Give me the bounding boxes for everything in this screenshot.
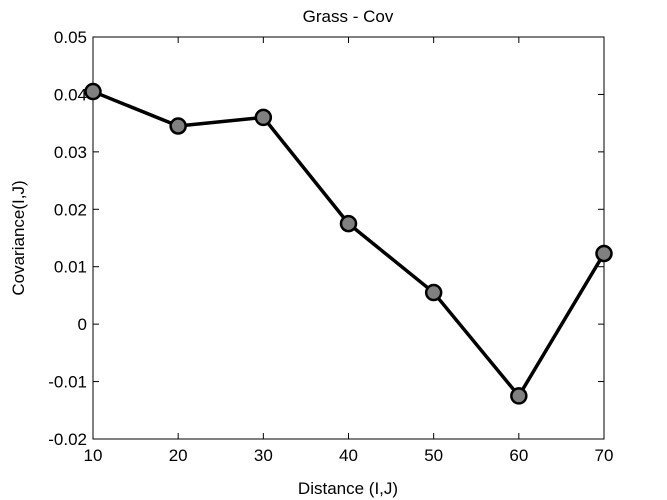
x-tick-label: 70 — [595, 446, 614, 465]
y-tick-label: 0 — [78, 315, 87, 334]
plot-area-frame — [92, 36, 605, 440]
x-tick-label: 20 — [169, 446, 188, 465]
y-tick-label: 0.05 — [54, 28, 87, 47]
y-tick-label: 0.04 — [54, 85, 87, 104]
data-point-marker — [169, 117, 187, 135]
y-tick-label: 0.01 — [54, 258, 87, 277]
x-tick-label: 60 — [509, 446, 528, 465]
data-point-marker — [595, 244, 613, 263]
x-axis-ticks: 10 20 30 40 50 60 70 — [84, 37, 614, 465]
data-point-marker — [254, 108, 273, 127]
x-tick-label: 50 — [424, 446, 443, 465]
x-axis-title: Distance (I,J) — [298, 479, 398, 498]
x-tick-label: 10 — [84, 446, 103, 465]
y-axis-title: Covariance(I,J) — [9, 180, 28, 295]
chart-title: Grass - Cov — [303, 7, 394, 26]
x-tick-label: 30 — [254, 446, 273, 465]
y-axis-ticks: -0.02 -0.01 0 0.01 0.02 0.03 0.04 0.05 — [48, 28, 604, 449]
data-point-marker — [339, 214, 358, 233]
y-tick-label: 0.03 — [54, 143, 87, 162]
data-point-marker — [84, 82, 102, 101]
series-layer — [84, 82, 613, 405]
y-tick-label: -0.02 — [48, 430, 87, 449]
x-tick-label: 40 — [339, 446, 358, 465]
y-tick-label: -0.01 — [48, 373, 87, 392]
data-point-marker — [510, 387, 528, 405]
y-tick-label: 0.02 — [54, 200, 87, 219]
data-point-marker — [424, 283, 443, 302]
